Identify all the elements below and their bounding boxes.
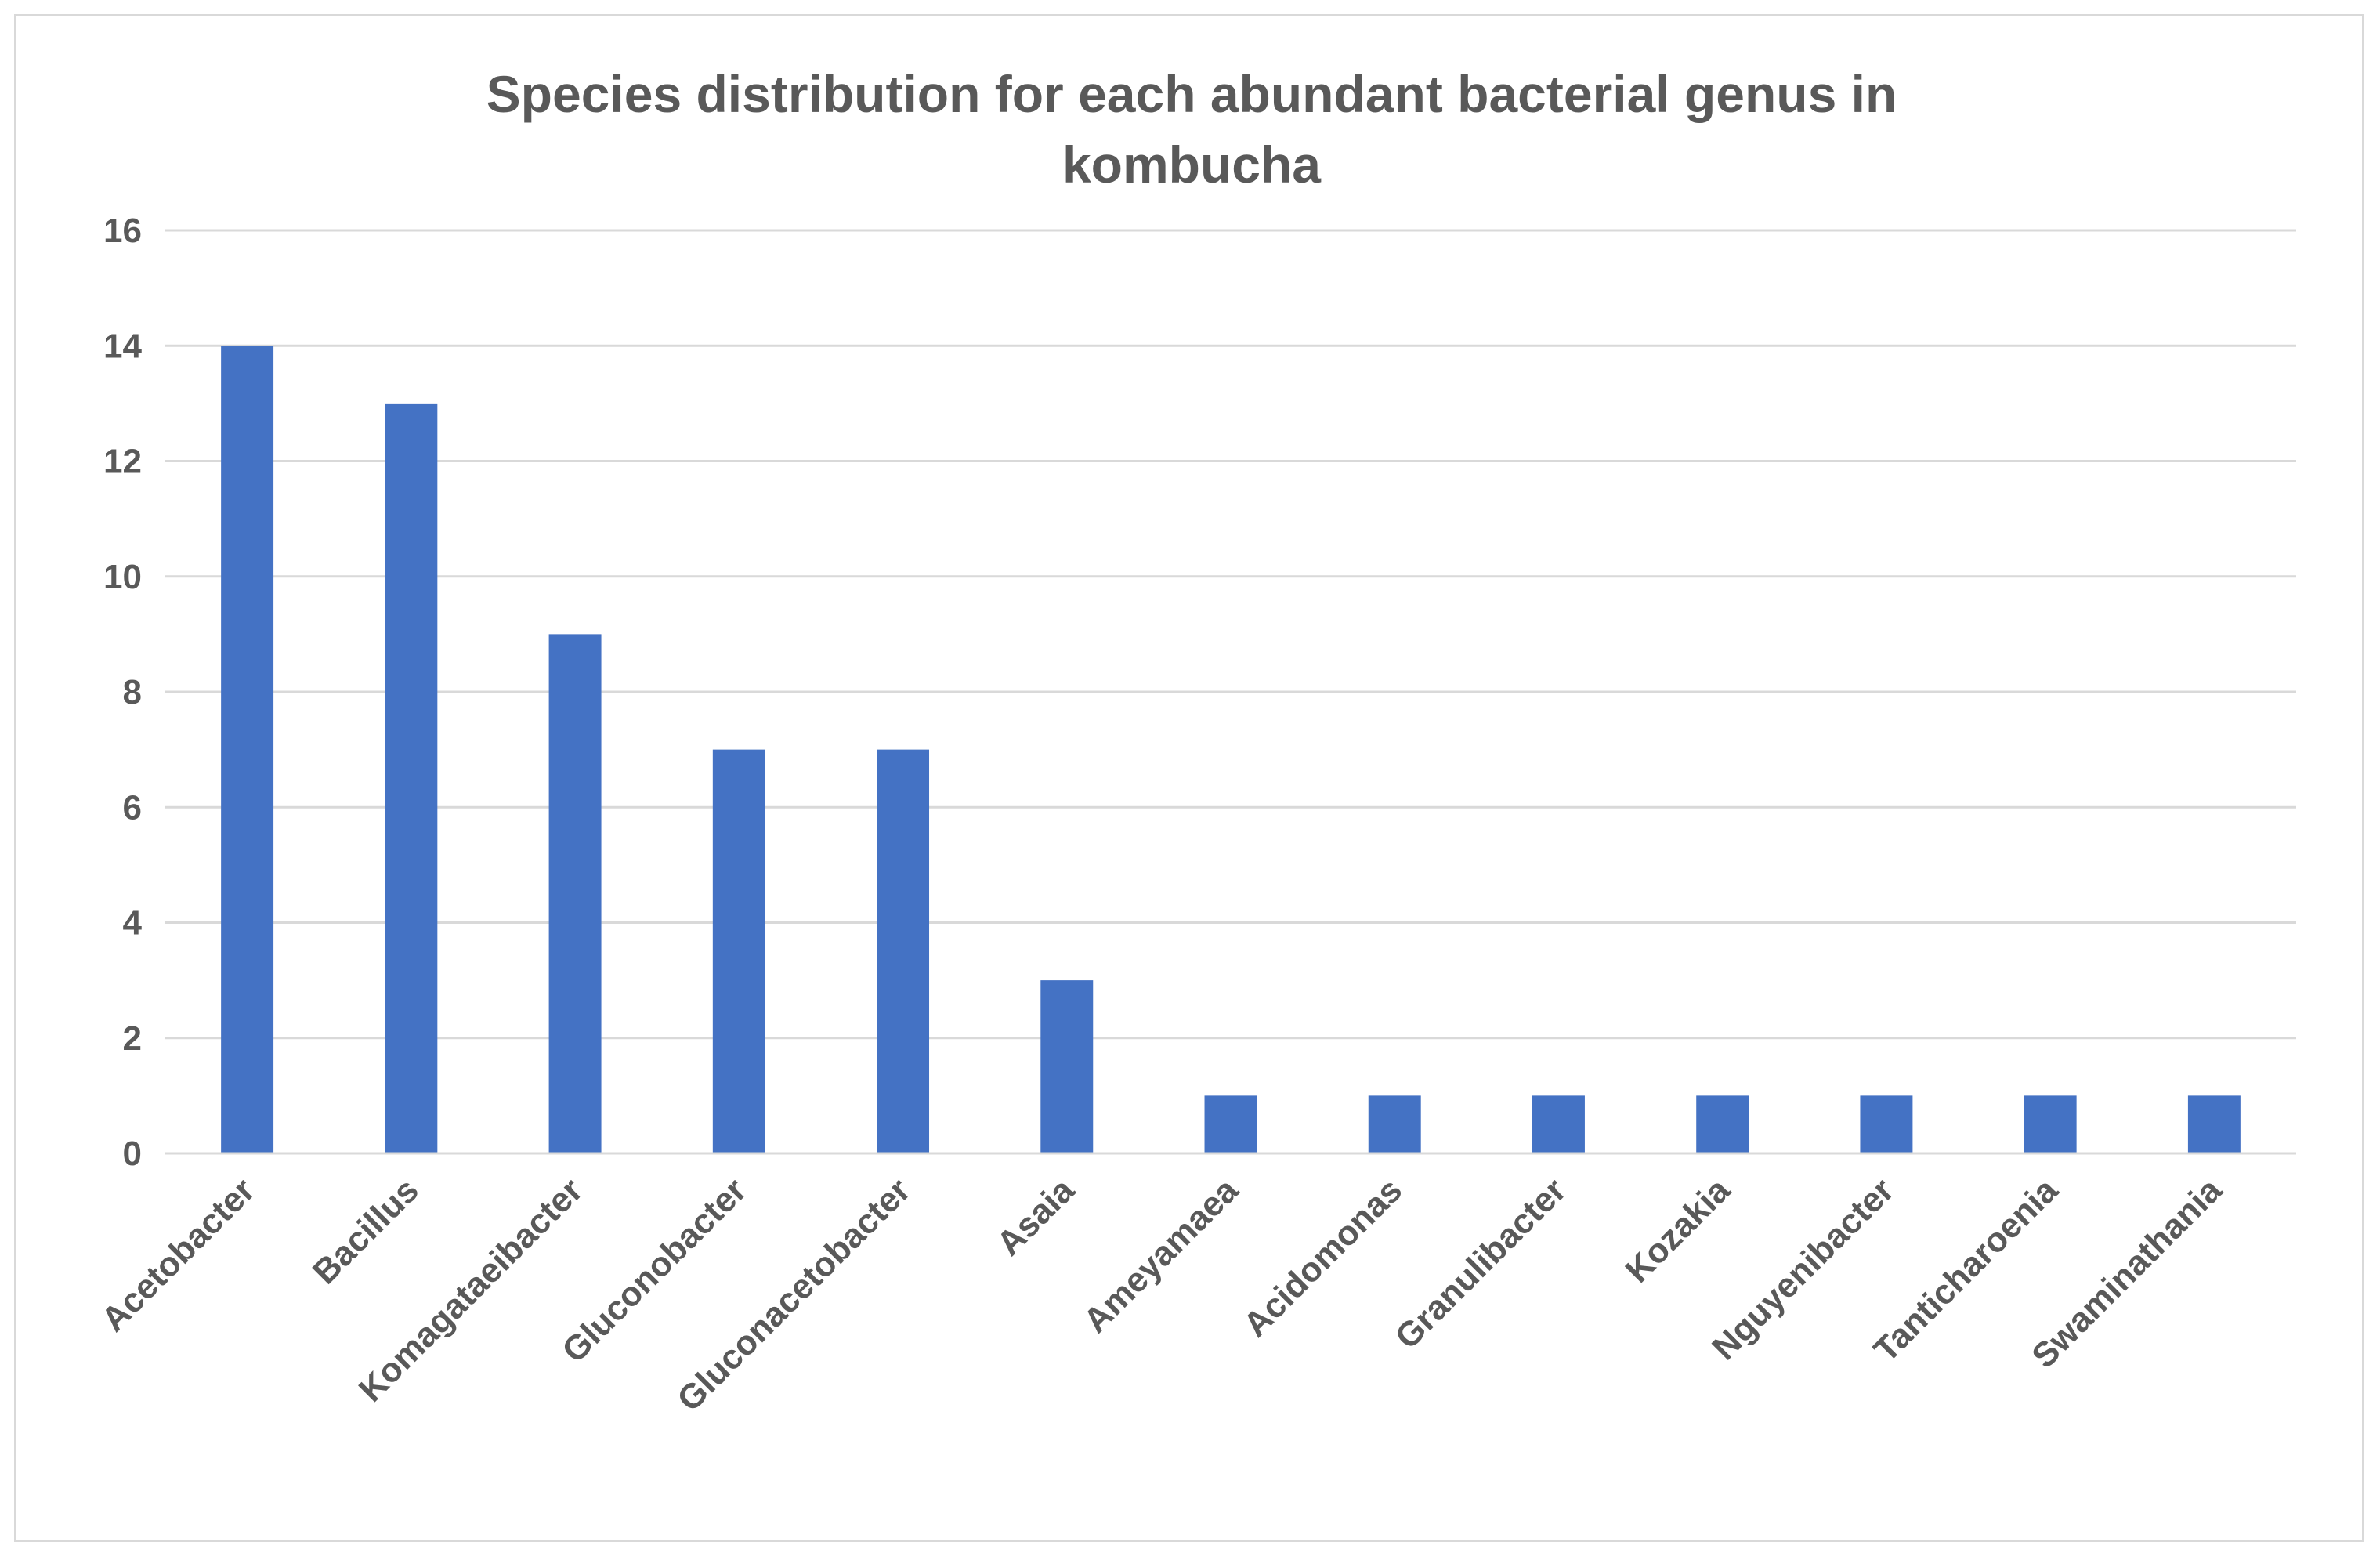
x-tick-label: Granulibacter <box>1388 1171 1574 1356</box>
bar-asaia <box>1040 980 1094 1153</box>
y-tick-label: 4 <box>123 904 143 943</box>
y-tick-label: 2 <box>123 1019 142 1058</box>
bar-swaminathania <box>2187 1095 2241 1153</box>
x-tick-label: Bacillus <box>306 1171 426 1291</box>
bar-komagataeibacter <box>548 634 602 1153</box>
bar-bacillus <box>385 403 438 1153</box>
x-tick-label: Acidomonas <box>1236 1171 1409 1344</box>
bar-kozakia <box>1696 1095 1749 1153</box>
y-tick-label: 10 <box>103 558 142 596</box>
y-tick-label: 0 <box>123 1135 142 1173</box>
chart-frame: Species distribution for each abundant b… <box>14 14 2364 1542</box>
bar-acidomonas <box>1368 1095 1421 1153</box>
y-tick-label: 6 <box>123 788 142 827</box>
y-tick-label: 8 <box>123 673 142 711</box>
bars <box>221 346 2241 1153</box>
chart-title-line-1: Species distribution for each abundant b… <box>486 65 1897 123</box>
bar-acetobacter <box>221 346 274 1153</box>
gridlines <box>165 229 2296 1040</box>
chart-title-line-2: kombucha <box>1062 136 1322 194</box>
x-tick-label: Kozakia <box>1619 1171 1738 1290</box>
bar-chart: Species distribution for each abundant b… <box>94 65 2296 1419</box>
bar-granulibacter <box>1532 1095 1585 1153</box>
y-tick-label: 16 <box>103 212 142 250</box>
y-tick-label: 14 <box>103 327 142 365</box>
bar-nguyenibacter <box>1860 1095 1913 1153</box>
bar-gluconacetobacter <box>877 749 930 1153</box>
bar-tanticharoenia <box>2024 1095 2077 1153</box>
bar-gluconobacter <box>712 749 765 1153</box>
x-tick-label: Acetobacter <box>94 1171 262 1338</box>
x-axis-labels: Acetobacter BacillusKomagataeibacterGluco… <box>94 1171 2230 1419</box>
y-tick-label: 12 <box>103 443 142 481</box>
x-tick-label: Ameyamaea <box>1076 1171 1246 1341</box>
bar-ameyamaea <box>1204 1095 1257 1153</box>
y-axis-ticks: 0 2 4 6 8 10 12 14 16 <box>103 212 142 1173</box>
x-tick-label: Asaia <box>989 1171 1082 1263</box>
